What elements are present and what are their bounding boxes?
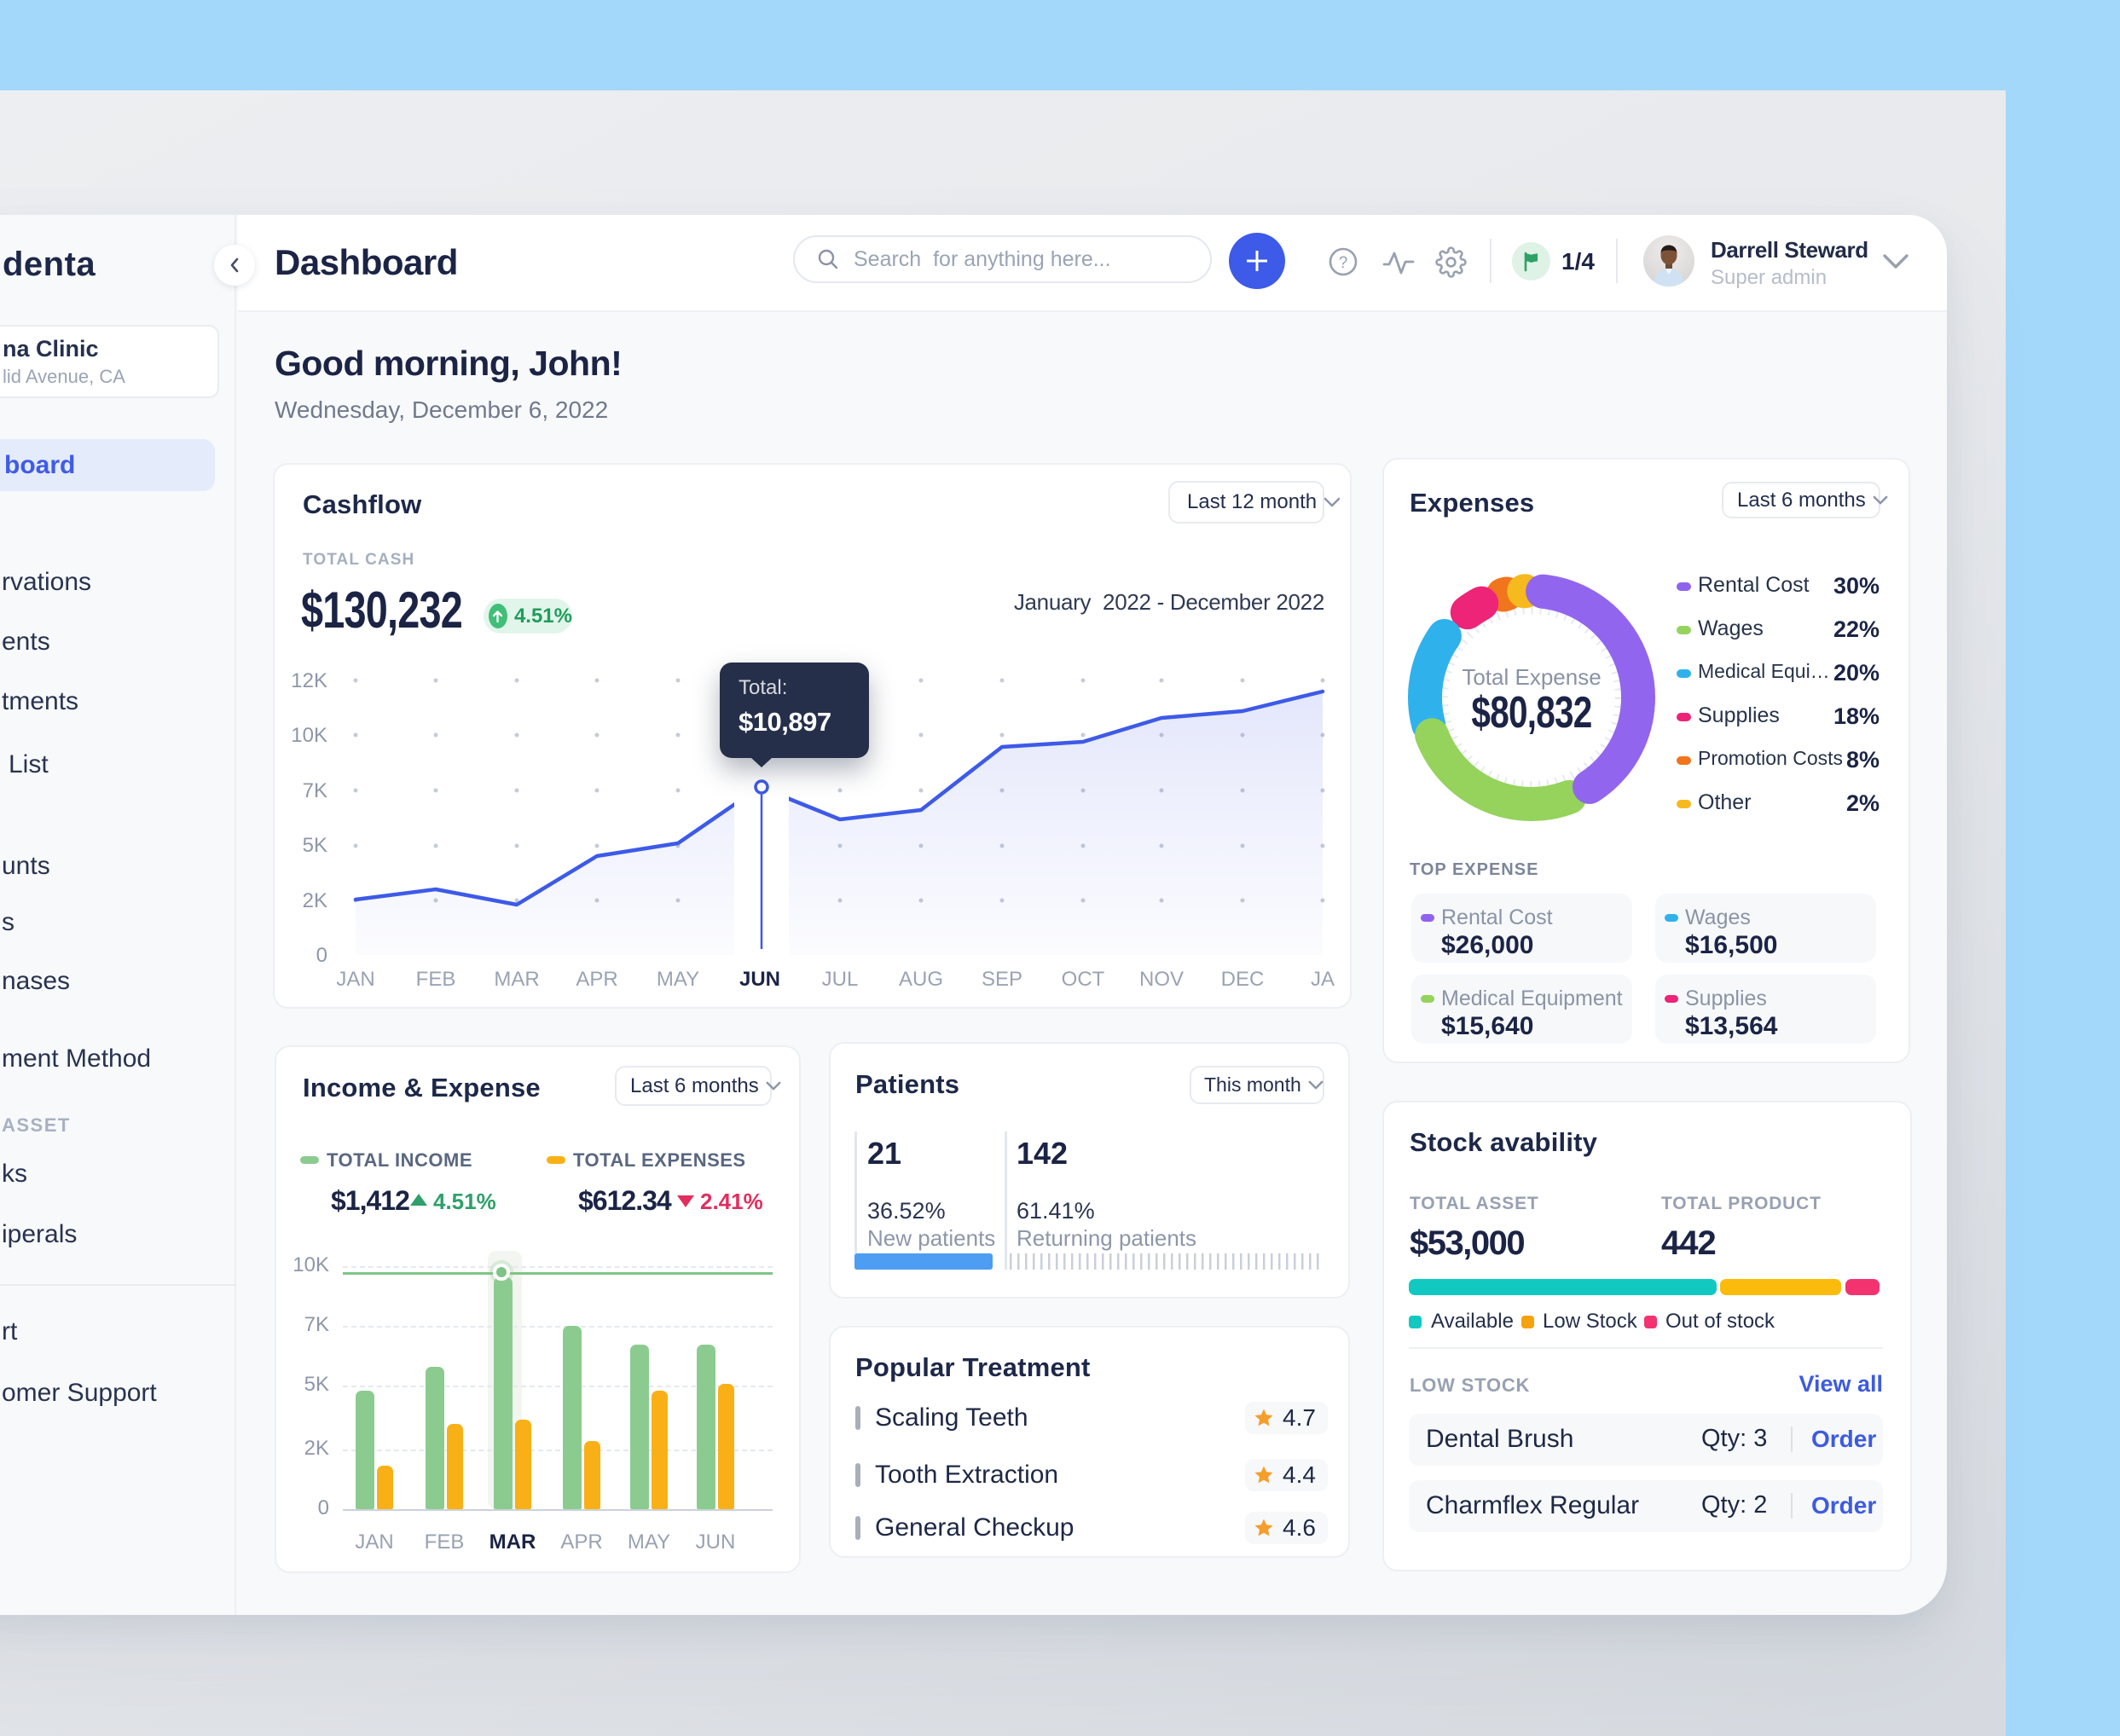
svg-text:OCT: OCT: [1062, 968, 1105, 991]
svg-text:7K: 7K: [303, 779, 327, 802]
svg-text:AUG: AUG: [899, 968, 943, 991]
svg-text:JAN: JAN: [336, 968, 374, 991]
svg-text:JA: JA: [1311, 968, 1335, 991]
svg-text:JUL: JUL: [822, 968, 859, 991]
svg-text:DEC: DEC: [1221, 968, 1265, 991]
svg-text:?: ?: [1339, 254, 1348, 272]
svg-text:MAR: MAR: [494, 968, 539, 991]
svg-text:MAY: MAY: [657, 968, 699, 991]
svg-text:FEB: FEB: [416, 968, 456, 991]
svg-text:5K: 5K: [303, 834, 327, 857]
svg-text:0: 0: [316, 944, 327, 967]
svg-text:12K: 12K: [291, 669, 327, 692]
svg-text:SEP: SEP: [982, 968, 1022, 991]
svg-text:2K: 2K: [303, 889, 327, 912]
svg-text:10K: 10K: [291, 724, 327, 747]
svg-text:JUN: JUN: [739, 968, 780, 991]
svg-text:NOV: NOV: [1139, 968, 1184, 991]
svg-text:APR: APR: [576, 968, 617, 991]
